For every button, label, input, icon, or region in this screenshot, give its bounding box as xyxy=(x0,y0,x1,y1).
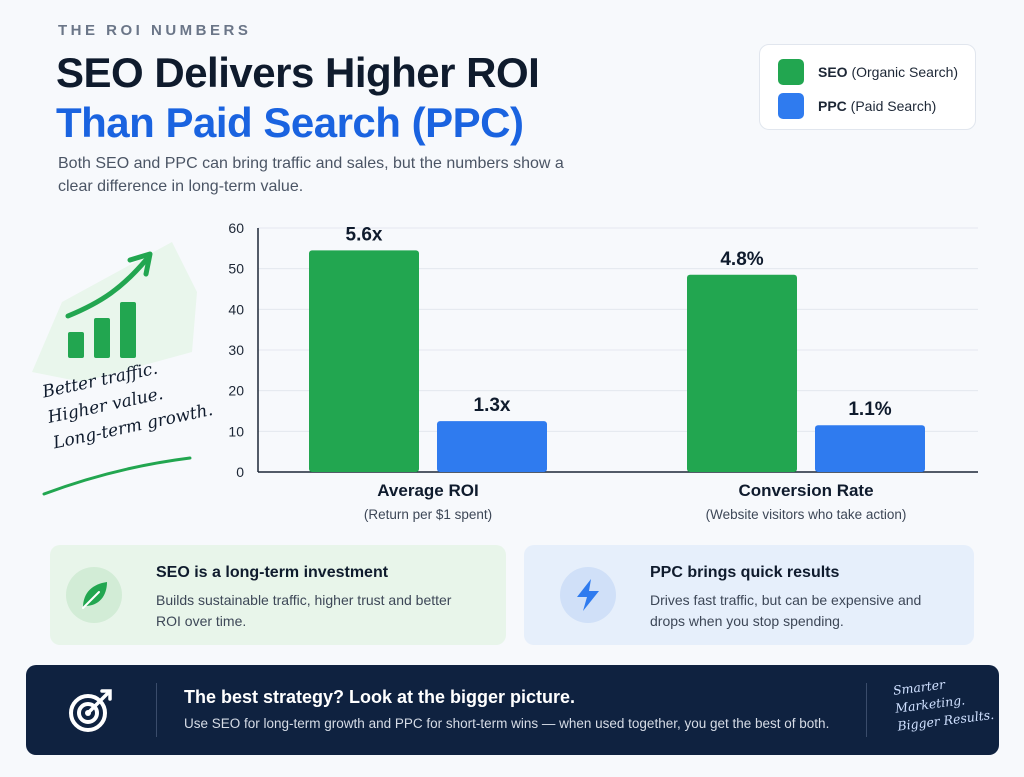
banner-body: Use SEO for long-term growth and PPC for… xyxy=(184,716,830,731)
lightning-icon xyxy=(560,567,616,623)
eyebrow-label: THE ROI NUMBERS xyxy=(58,22,252,39)
legend-label-seo-rest: (Organic Search) xyxy=(847,64,959,80)
growth-bars-arrow-icon xyxy=(32,242,197,496)
banner-slogan: Smarter Marketing. Bigger Results. xyxy=(892,670,998,736)
roi-bar-chart: 0 10 20 30 40 50 60 5.6x 1.3x Average ROI (Return … xyxy=(228,220,978,522)
legend-label-ppc-rest: (Paid Search) xyxy=(846,98,937,114)
banner-divider-right xyxy=(866,683,867,737)
seo-card-body: Builds sustainable traffic, higher trust… xyxy=(156,592,452,629)
legend-item-seo: SEO (Organic Search) xyxy=(778,59,975,85)
ppc-info-card: PPC brings quick results Drives fast tra… xyxy=(524,545,974,645)
ppc-card-body: Drives fast traffic, but can be expensiv… xyxy=(650,592,922,629)
legend-swatch-seo xyxy=(778,59,804,85)
bar-seo-0 xyxy=(309,250,419,472)
x-category-sublabel: (Website visitors who take action) xyxy=(706,507,907,522)
x-category-label: Average ROI xyxy=(377,481,478,500)
bar-ppc-0 xyxy=(437,421,547,472)
banner-divider-left xyxy=(156,683,157,737)
target-icon xyxy=(69,689,112,732)
legend-label-ppc: PPC (Paid Search) xyxy=(818,98,936,114)
y-tick-label: 40 xyxy=(228,301,244,317)
legend-label-seo-bold: SEO xyxy=(818,64,848,80)
data-label-seo-0: 5.6x xyxy=(346,224,383,245)
data-label-ppc-1: 1.1% xyxy=(848,399,891,420)
legend-label-seo: SEO (Organic Search) xyxy=(818,64,958,80)
banner-title: The best strategy? Look at the bigger pi… xyxy=(184,687,576,707)
y-tick-label: 10 xyxy=(228,423,244,439)
y-tick-label: 20 xyxy=(228,383,244,399)
data-label-ppc-0: 1.3x xyxy=(474,395,511,416)
y-tick-label: 60 xyxy=(228,220,244,236)
seo-info-card: SEO is a long-term investment Builds sus… xyxy=(50,545,506,645)
y-tick-label: 50 xyxy=(228,261,244,277)
legend-item-ppc: PPC (Paid Search) xyxy=(778,93,975,119)
seo-card-title: SEO is a long-term investment xyxy=(156,564,389,581)
y-tick-label: 30 xyxy=(228,342,244,358)
legend-swatch-ppc xyxy=(778,93,804,119)
bar-ppc-1 xyxy=(815,425,925,472)
strategy-banner: The best strategy? Look at the bigger pi… xyxy=(26,665,999,755)
data-label-seo-1: 4.8% xyxy=(720,249,763,270)
legend-label-ppc-bold: PPC xyxy=(818,98,847,114)
x-category-sublabel: (Return per $1 spent) xyxy=(364,507,492,522)
page-title: SEO Delivers Higher ROI Than Paid Search… xyxy=(56,48,540,148)
bar-seo-1 xyxy=(687,274,797,472)
subtitle: Both SEO and PPC can bring traffic and s… xyxy=(58,155,564,195)
ppc-card-title: PPC brings quick results xyxy=(650,564,840,581)
chart-legend: SEO (Organic Search) PPC (Paid Search) xyxy=(759,44,976,130)
x-category-label: Conversion Rate xyxy=(738,481,873,500)
title-line-1: SEO Delivers Higher ROI xyxy=(56,49,540,96)
leaf-icon xyxy=(66,567,122,623)
y-tick-label: 0 xyxy=(236,464,244,480)
title-line-2: Than Paid Search (PPC) xyxy=(56,99,524,146)
